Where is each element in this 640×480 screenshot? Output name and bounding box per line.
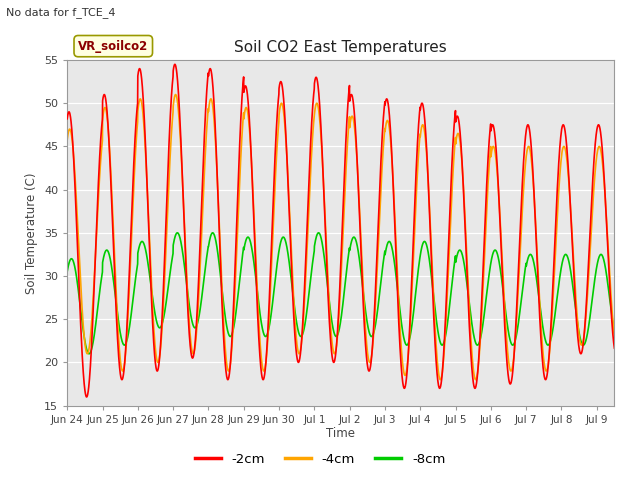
X-axis label: Time: Time — [326, 427, 355, 441]
Legend: -2cm, -4cm, -8cm: -2cm, -4cm, -8cm — [189, 447, 451, 471]
Y-axis label: Soil Temperature (C): Soil Temperature (C) — [26, 172, 38, 294]
Title: Soil CO2 East Temperatures: Soil CO2 East Temperatures — [234, 40, 447, 55]
Text: No data for f_TCE_4: No data for f_TCE_4 — [6, 7, 116, 18]
Text: VR_soilco2: VR_soilco2 — [78, 40, 148, 53]
